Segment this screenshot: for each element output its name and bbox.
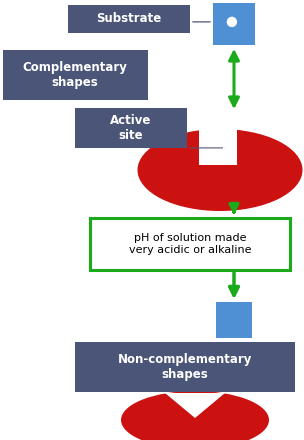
Text: Substrate: Substrate [96, 12, 162, 26]
Bar [216, 302, 252, 338]
Circle shape [227, 18, 237, 26]
Text: Active
site: Active site [110, 114, 152, 142]
Polygon shape [165, 393, 225, 418]
FancyBboxPatch shape [90, 218, 290, 270]
Text: Complementary
shapes: Complementary shapes [22, 61, 127, 89]
FancyBboxPatch shape [68, 5, 190, 33]
Text: pH of solution made
very acidic or alkaline: pH of solution made very acidic or alkal… [129, 233, 251, 255]
Ellipse shape [121, 391, 269, 440]
FancyBboxPatch shape [75, 108, 187, 148]
Ellipse shape [137, 129, 302, 211]
Bar [213, 3, 255, 45]
FancyBboxPatch shape [3, 50, 148, 100]
Text: Non-complementary
shapes: Non-complementary shapes [118, 353, 252, 381]
FancyBboxPatch shape [75, 342, 295, 392]
Bar [199, 127, 237, 165]
